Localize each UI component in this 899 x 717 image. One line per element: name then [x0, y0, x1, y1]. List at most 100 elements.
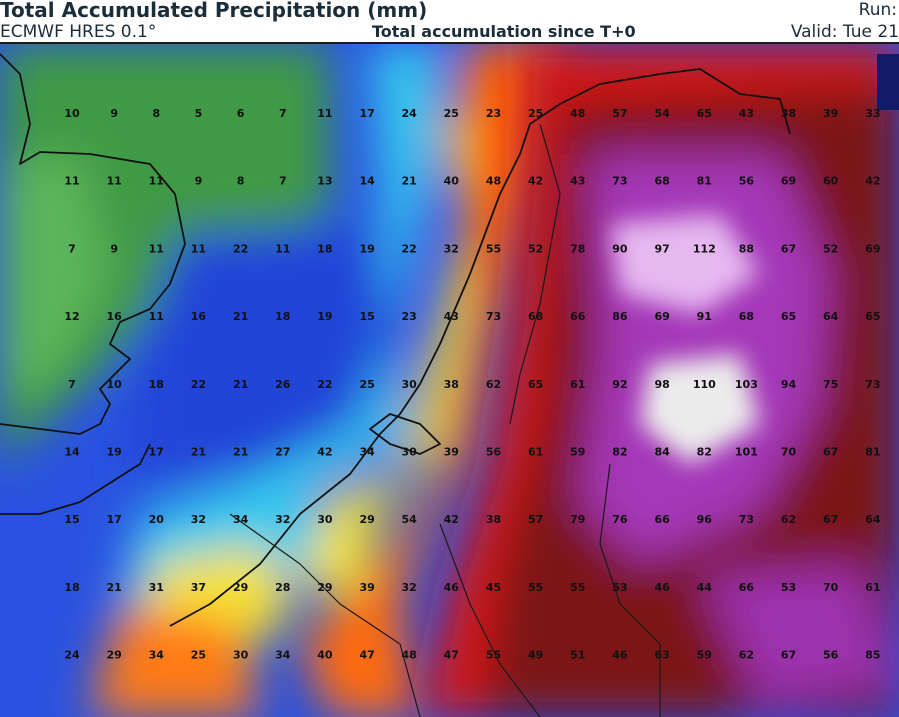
precip-value-label: 66: [654, 513, 670, 526]
south-england-coast: [0, 443, 151, 515]
precip-value-label: 55: [528, 581, 543, 594]
precip-value-label: 32: [191, 513, 206, 526]
precip-value-label: 62: [486, 378, 501, 391]
precip-value-label: 48: [570, 107, 585, 120]
precip-value-label: 40: [317, 649, 333, 662]
precip-value-label: 67: [781, 242, 796, 255]
precip-value-label: 54: [402, 513, 418, 526]
precip-value-label: 54: [654, 107, 670, 120]
precip-value-label: 16: [191, 310, 207, 323]
precip-value-label: 29: [107, 649, 122, 662]
border-inner: [439, 523, 541, 717]
precip-value-label: 69: [865, 242, 880, 255]
precip-value-label: 11: [64, 175, 79, 188]
precip-value-label: 61: [528, 446, 543, 459]
precip-value-label: 56: [823, 649, 839, 662]
precip-value-label: 81: [697, 175, 712, 188]
precip-value-label: 40: [444, 175, 460, 188]
precip-value-label: 13: [317, 175, 332, 188]
precip-value-label: 64: [865, 513, 881, 526]
precip-value-label: 59: [697, 649, 712, 662]
orange-band: [300, 44, 560, 717]
country-borders: [229, 123, 661, 717]
border-east: [599, 463, 661, 717]
precip-value-label: 112: [693, 242, 716, 255]
precip-value-label: 38: [486, 513, 501, 526]
precip-value-label: 17: [149, 446, 164, 459]
precip-value-label: 67: [823, 513, 838, 526]
border-north: [509, 123, 561, 425]
accumulation-label: Total accumulation since T+0: [372, 22, 636, 41]
precip-value-label: 97: [654, 242, 669, 255]
precip-value-label: 34: [149, 649, 165, 662]
precip-value-label: 25: [191, 649, 206, 662]
precip-value-label: 11: [149, 242, 164, 255]
precip-value-label: 15: [64, 513, 79, 526]
precip-value-label: 56: [739, 175, 755, 188]
precip-value-label: 57: [612, 107, 627, 120]
precip-value-label: 18: [149, 378, 164, 391]
precip-value-label: 47: [359, 649, 374, 662]
precip-value-label: 110: [693, 378, 716, 391]
precip-value-label: 34: [233, 513, 249, 526]
precip-value-label: 21: [402, 175, 417, 188]
precip-value-label: 42: [444, 513, 459, 526]
precip-value-label: 18: [317, 242, 332, 255]
precip-value-label: 70: [781, 446, 797, 459]
precip-value-label: 24: [64, 649, 80, 662]
precip-value-label: 16: [107, 310, 123, 323]
precip-value-label: 103: [735, 378, 758, 391]
precip-value-label: 28: [275, 581, 290, 594]
precip-value-label: 7: [279, 107, 287, 120]
precip-value-label: 67: [781, 649, 796, 662]
precip-value-label: 10: [64, 107, 80, 120]
precip-value-label: 59: [570, 446, 585, 459]
precip-value-label: 42: [528, 175, 543, 188]
precip-value-label: 22: [402, 242, 417, 255]
precip-value-label: 21: [233, 310, 248, 323]
precip-value-label: 46: [444, 581, 460, 594]
precip-value-label: 68: [739, 310, 754, 323]
precip-value-label: 5: [195, 107, 203, 120]
precip-value-label: 10: [107, 378, 123, 391]
precip-value-label: 38: [781, 107, 796, 120]
precip-value-label: 52: [528, 242, 543, 255]
precip-value-label: 63: [654, 649, 669, 662]
precip-value-label: 30: [317, 513, 333, 526]
precip-value-label: 51: [570, 649, 585, 662]
precip-value-label: 88: [739, 242, 754, 255]
precip-value-label: 86: [612, 310, 628, 323]
precip-value-label: 73: [486, 310, 501, 323]
orange-area-southwest: [90, 604, 260, 717]
precip-value-label: 69: [781, 175, 796, 188]
precip-value-label: 18: [64, 581, 79, 594]
precip-value-label: 9: [110, 107, 118, 120]
precip-value-label: 79: [570, 513, 585, 526]
valid-time-label: Valid: Tue 21: [790, 22, 899, 42]
precip-value-label: 7: [68, 378, 76, 391]
precip-value-label: 64: [823, 310, 839, 323]
border-south: [229, 513, 421, 717]
precip-value-label: 61: [865, 581, 880, 594]
precip-value-label: 91: [697, 310, 712, 323]
precip-value-label: 7: [279, 175, 287, 188]
peak-area-north: [610, 214, 760, 314]
precip-value-label: 27: [275, 446, 290, 459]
map-header: Total Accumulated Precipitation (mm) Run…: [0, 0, 899, 44]
precip-value-label: 65: [865, 310, 880, 323]
precip-value-label: 43: [570, 175, 585, 188]
precip-value-label: 94: [781, 378, 797, 391]
precip-value-label: 90: [612, 242, 628, 255]
precip-value-label: 8: [237, 175, 245, 188]
precip-value-label: 37: [191, 581, 206, 594]
precip-value-label: 17: [107, 513, 122, 526]
low-precip-area: [0, 44, 330, 464]
precip-value-label: 65: [781, 310, 796, 323]
precip-value-label: 30: [402, 446, 418, 459]
precip-value-label: 48: [486, 175, 501, 188]
precip-value-label: 65: [528, 378, 543, 391]
precip-value-label: 98: [654, 378, 669, 391]
precip-value-label: 19: [107, 446, 122, 459]
precipitation-map[interactable]: 10 9 8 5 6 7 11 17 24 25 23 25 48 57 54 65 43 38 39 33 11 11 1…: [0, 44, 899, 717]
